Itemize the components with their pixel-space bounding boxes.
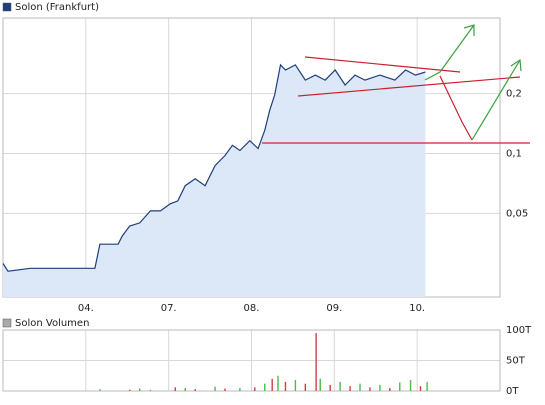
price-panel: Solon (Frankfurt) 04. 07. 08. 09. 10. 0,05 0,1 0… [2,2,528,314]
volume-bar [174,387,176,391]
y-tick-label: 50T [506,356,526,367]
volume-bar [184,387,186,391]
scenario-up [424,24,475,81]
volume-bar [399,382,401,391]
volume-bar [409,380,412,391]
y-tick-label: 0,2 [506,89,522,100]
volume-bar [239,387,241,391]
volume-bar [194,389,196,391]
y-tick-label: 0,1 [506,149,522,160]
volume-bar [349,386,351,391]
volume-bar [264,383,266,391]
volume-bar [149,389,152,391]
y-tick-label: 100T [506,325,532,336]
trend-line [297,76,521,97]
y-tick-label: 0T [506,386,519,397]
area-fill [3,64,426,298]
volume-bar [379,384,381,391]
legend-label: Solon (Frankfurt) [15,2,99,13]
volume-bar [129,389,131,391]
volume-bar [224,388,226,391]
scenario-down [439,75,473,141]
volume-bar [138,388,141,391]
volume-bar [315,333,317,391]
plot-frame [2,329,501,392]
volume-bar [426,381,428,391]
volume-bar [254,387,256,391]
volume-bar [271,378,273,391]
x-tick-label: 09. [326,303,342,314]
volume-bar [294,380,297,391]
volume-bar [329,384,331,391]
volume-bar [214,386,216,391]
volume-panel: Solon Volumen 0T 50T 100T [2,318,532,397]
arrow-head [510,58,522,72]
volume-bar [277,375,279,391]
legend-swatch [2,318,12,328]
x-tick-label: 04. [78,303,94,314]
volume-bar [304,383,307,391]
legend-label: Solon Volumen [15,318,89,329]
volume-bar [339,381,341,391]
volume-bar [319,378,321,391]
volume-bar [359,383,361,391]
volume-bar [419,386,422,391]
x-tick-label: 07. [161,303,177,314]
volume-bar [284,381,287,391]
x-tick-label: 08. [244,303,260,314]
x-tick-label: 10. [409,303,425,314]
scenario-rebound [471,59,521,141]
annotations [262,24,530,144]
arrow-head [463,24,475,36]
volume-bar [369,387,371,391]
trend-line [304,56,461,73]
price-line [2,63,426,272]
y-tick-label: 0,05 [506,208,528,219]
volume-bar [99,389,101,391]
volume-bar [389,387,391,391]
legend-swatch [2,2,12,12]
